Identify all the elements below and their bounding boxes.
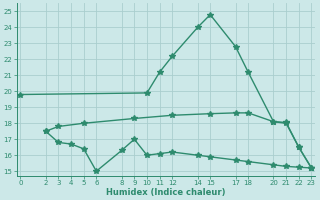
X-axis label: Humidex (Indice chaleur): Humidex (Indice chaleur) — [106, 188, 226, 197]
